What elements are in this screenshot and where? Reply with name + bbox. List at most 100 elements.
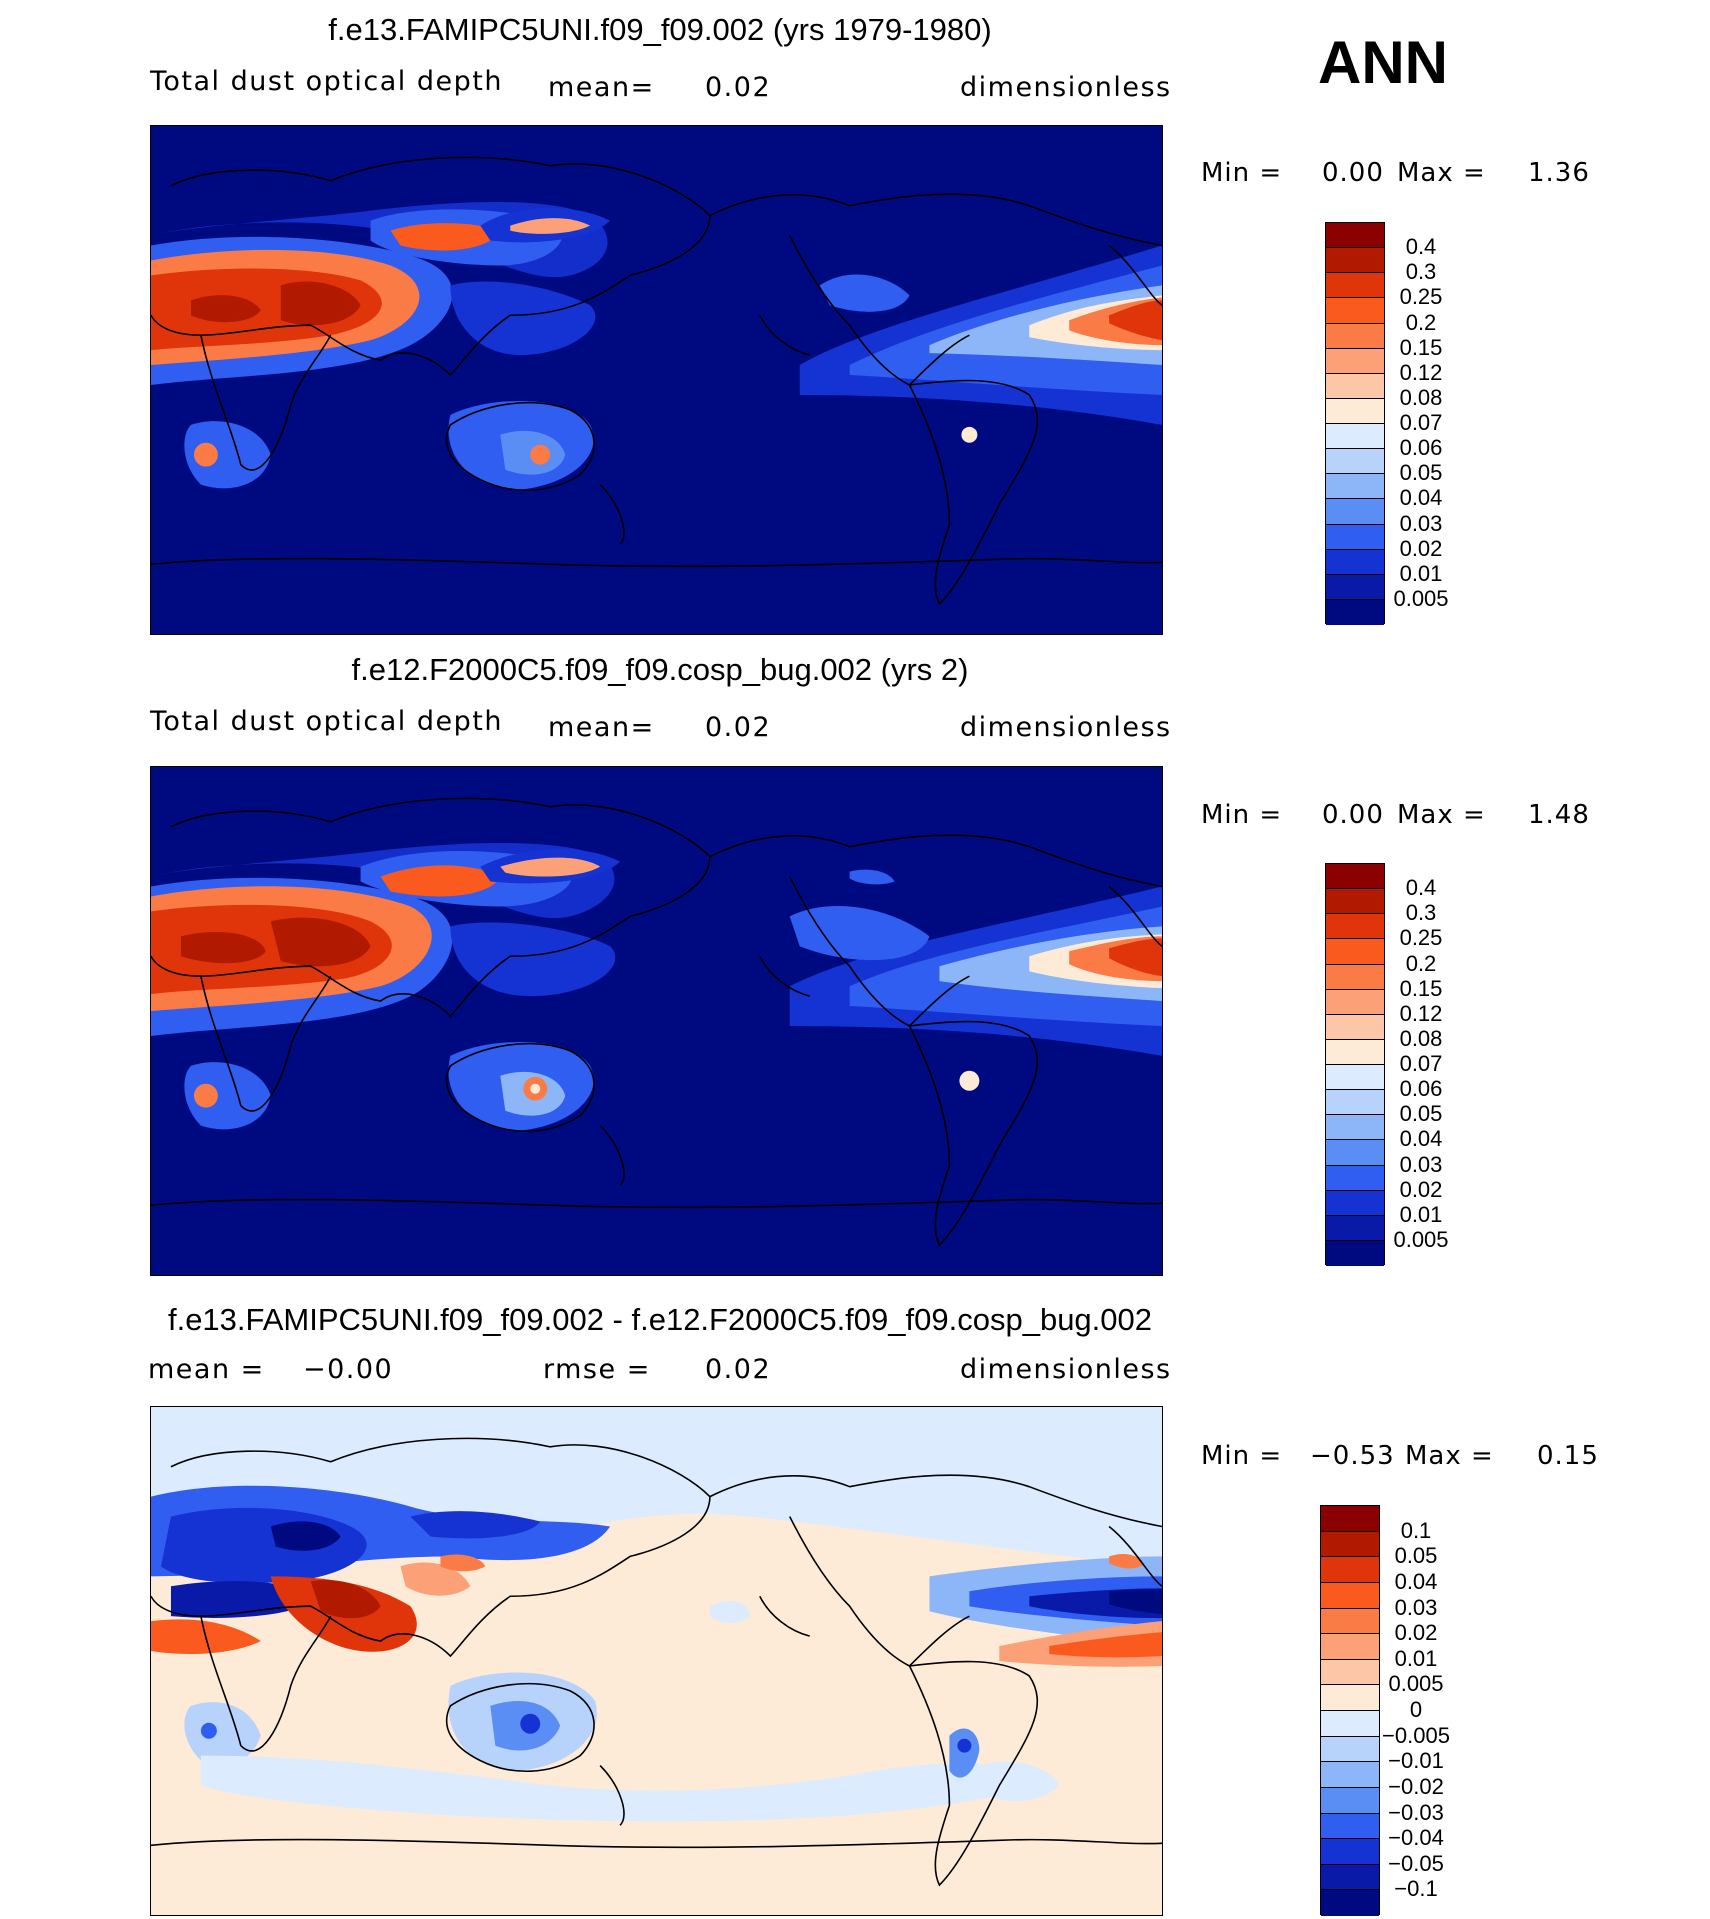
panel-3-units: dimensionless	[960, 1354, 1172, 1385]
colorbar-swatch	[1326, 1240, 1384, 1266]
colorbar-swatch	[1326, 474, 1384, 500]
colorbar-tick-label: −0.02	[1388, 1773, 1444, 1799]
panel-1-units: dimensionless	[960, 72, 1172, 103]
colorbar-tick-label: 0.1	[1400, 1517, 1432, 1543]
colorbar-tick-label: 0.3	[1405, 259, 1437, 285]
colorbar-swatch	[1321, 1557, 1379, 1583]
colorbar-swatch	[1326, 424, 1384, 450]
colorbar-swatch	[1326, 1115, 1384, 1141]
colorbar-tick-label: 0.04	[1399, 485, 1443, 511]
colorbar-swatch	[1321, 1685, 1379, 1711]
colorbar-swatch	[1321, 1711, 1379, 1737]
colorbar-swatch	[1326, 1039, 1384, 1065]
panel-1-mean-value: 0.02	[705, 72, 772, 103]
colorbar-swatch	[1326, 398, 1384, 424]
colorbar-swatch	[1321, 1634, 1379, 1660]
colorbar-tick-label: 0.05	[1399, 460, 1443, 486]
colorbar-swatch	[1326, 964, 1384, 990]
colorbar-tick-label: 0.08	[1399, 1025, 1443, 1051]
panel-1-field	[151, 201, 1162, 490]
colorbar-swatch	[1321, 1736, 1379, 1763]
colorbar-swatch	[1326, 1065, 1384, 1091]
panel-2-coastlines	[151, 797, 1162, 1247]
colorbar-swatch	[1326, 373, 1384, 399]
panel-1-colorbar	[1325, 222, 1385, 625]
colorbar-swatch	[1326, 1215, 1384, 1241]
colorbar-swatch	[1326, 273, 1384, 299]
colorbar-swatch	[1321, 1839, 1379, 1865]
colorbar-tick-label: 0.2	[1405, 950, 1437, 976]
panel-2-map-svg	[151, 767, 1162, 1275]
colorbar-tick-label: 0.01	[1399, 1201, 1443, 1227]
panel-1-map	[150, 125, 1163, 635]
colorbar-tick-label: 0.4	[1405, 234, 1437, 260]
panel-3-coastlines	[151, 1437, 1162, 1887]
colorbar-swatch	[1326, 1140, 1384, 1166]
colorbar-tick-label: 0.12	[1399, 359, 1443, 385]
panel-3-field	[151, 1407, 1162, 1822]
colorbar-tick-label: 0.15	[1399, 975, 1443, 1001]
colorbar-swatch	[1321, 1762, 1379, 1788]
panel-2-variable: Total dust optical depth	[150, 706, 503, 737]
colorbar-tick-label: 0.005	[1388, 1671, 1444, 1697]
colorbar-tick-label: −0.005	[1382, 1722, 1450, 1748]
panel-3-map-svg	[151, 1407, 1162, 1915]
colorbar-swatch	[1321, 1787, 1379, 1814]
colorbar-tick-label: 0	[1409, 1697, 1423, 1722]
colorbar-tick-label: 0.25	[1399, 284, 1443, 310]
colorbar-swatch	[1326, 1165, 1384, 1191]
colorbar-swatch	[1326, 499, 1384, 525]
panel-3-rmse-label: rmse =	[543, 1354, 651, 1385]
colorbar-swatch	[1326, 1190, 1384, 1216]
colorbar-tick-label: 0.2	[1405, 309, 1437, 335]
colorbar-swatch	[1321, 1813, 1379, 1840]
colorbar-tick-label: 0.06	[1399, 1076, 1443, 1102]
colorbar-swatch	[1326, 574, 1384, 600]
panel-1-title: f.e13.FAMIPC5UNI.f09_f09.002 (yrs 1979-1…	[328, 12, 992, 47]
colorbar-swatch	[1321, 1659, 1379, 1686]
season-label: ANN	[1318, 29, 1448, 96]
panel-3-mean-value: −0.00	[303, 1354, 394, 1385]
colorbar-swatch	[1326, 599, 1384, 625]
colorbar-swatch	[1326, 248, 1384, 274]
panel-3-mean-label: mean =	[148, 1354, 265, 1385]
panel-1-max-label: Max =	[1397, 158, 1486, 188]
colorbar-tick-label: 0.005	[1393, 585, 1449, 611]
panel-3-max-label: Max =	[1405, 1441, 1494, 1471]
panel-2-min-label: Min =	[1201, 800, 1283, 830]
panel-3-max-value: 0.15	[1537, 1441, 1599, 1471]
panel-3-min-label: Min =	[1201, 1441, 1283, 1471]
colorbar-swatch	[1326, 1014, 1384, 1040]
colorbar-tick-label: 0.08	[1399, 384, 1443, 410]
colorbar-swatch	[1326, 864, 1384, 890]
colorbar-swatch	[1326, 989, 1384, 1015]
panel-1-min-label: Min =	[1201, 158, 1283, 188]
colorbar-tick-label: 0.04	[1399, 1126, 1443, 1152]
panel-1-max-value: 1.36	[1528, 158, 1590, 188]
colorbar-tick-label: 0.01	[1399, 560, 1443, 586]
panel-2-mean-label: mean=	[548, 712, 655, 743]
colorbar-tick-label: 0.3	[1405, 900, 1437, 926]
colorbar-tick-label: −0.01	[1388, 1748, 1444, 1774]
panel-1-min-value: 0.00	[1322, 158, 1384, 188]
colorbar-tick-label: 0.005	[1393, 1226, 1449, 1252]
panel-1-variable: Total dust optical depth	[150, 66, 503, 97]
colorbar-tick-label: 0.05	[1399, 1101, 1443, 1127]
panel-2-title: f.e12.F2000C5.f09_f09.cosp_bug.002 (yrs …	[351, 652, 969, 687]
colorbar-swatch	[1326, 298, 1384, 324]
colorbar-tick-label: 0.06	[1399, 435, 1443, 461]
colorbar-tick-label: −0.03	[1388, 1799, 1444, 1825]
colorbar-tick-label: 0.04	[1394, 1568, 1438, 1594]
colorbar-tick-label: 0.25	[1399, 925, 1443, 951]
colorbar-tick-label: 0.03	[1399, 1151, 1443, 1177]
colorbar-swatch	[1321, 1608, 1379, 1635]
panel-2-max-value: 1.48	[1528, 800, 1590, 830]
panel-1-map-svg	[151, 126, 1162, 634]
colorbar-tick-label: 0.4	[1405, 875, 1437, 901]
colorbar-tick-label: 0.03	[1399, 510, 1443, 536]
panel-2-colorbar	[1325, 863, 1385, 1266]
colorbar-swatch	[1321, 1864, 1379, 1891]
colorbar-swatch	[1326, 549, 1384, 575]
colorbar-tick-label: 0.12	[1399, 1000, 1443, 1026]
panel-2-mean-value: 0.02	[705, 712, 772, 743]
